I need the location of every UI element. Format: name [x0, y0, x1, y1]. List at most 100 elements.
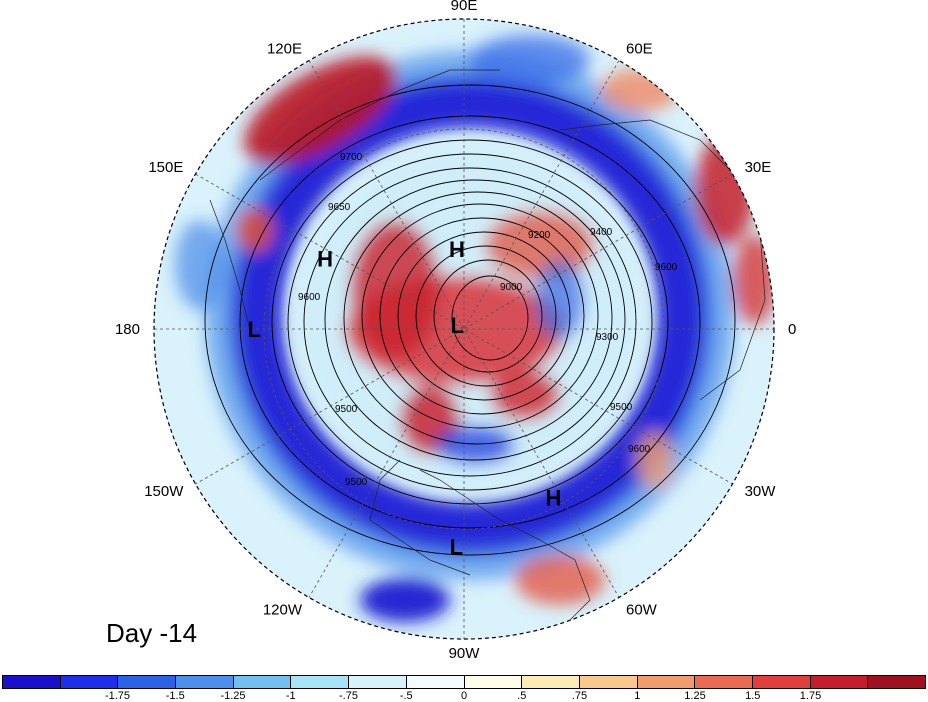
colorbar-cell	[118, 676, 177, 688]
longitude-label: 60W	[626, 602, 658, 619]
height-contour	[397, 231, 571, 401]
colorbar-label: 1	[634, 690, 641, 702]
colorbar-cell	[233, 676, 292, 688]
colorbar-cell	[3, 676, 61, 688]
longitude-label: 150E	[148, 159, 183, 176]
contour-lines	[204, 84, 736, 556]
height-contour	[379, 217, 585, 415]
coastline	[259, 69, 500, 181]
colorbar-cell	[349, 676, 407, 688]
longitude-label: 180	[115, 321, 140, 338]
height-contour	[204, 84, 736, 556]
high-pressure-marker: H	[317, 246, 333, 271]
coastline	[369, 459, 471, 576]
longitude-label: 90E	[451, 0, 478, 14]
colorbar-cell	[291, 676, 350, 688]
colorbar-label: -1	[285, 690, 296, 702]
meridian	[195, 173, 733, 485]
height-contour	[343, 191, 613, 445]
longitude-label: 120E	[267, 40, 302, 57]
colorbar-label: .75	[571, 690, 588, 702]
contour-label: 9600	[628, 444, 651, 455]
colorbar-label: -.75	[339, 690, 358, 702]
colorbar-cell	[810, 676, 869, 688]
colorbar-label: 1.5	[745, 690, 761, 702]
longitude-label: 120W	[263, 602, 303, 619]
meridian	[308, 60, 620, 598]
height-contour	[287, 153, 653, 491]
height-contour	[324, 179, 626, 461]
longitude-label: 30W	[745, 483, 777, 500]
coastline	[209, 199, 251, 331]
colorbar-label: .5	[517, 690, 527, 702]
colorbar-label: 1.25	[684, 690, 706, 702]
contour-label: 9400	[590, 227, 613, 238]
colorbar-cell	[176, 676, 234, 688]
anomaly-patch	[485, 210, 595, 280]
anomaly-patch	[237, 208, 273, 252]
colorbar-label: -1.5	[165, 690, 185, 702]
high-pressure-marker: H	[449, 237, 465, 262]
height-contour	[433, 259, 543, 373]
contour-label: 9200	[528, 230, 551, 241]
anomaly-patch	[535, 260, 585, 340]
colorbar-label: -.5	[399, 690, 413, 702]
contour-label: 9700	[340, 152, 363, 163]
anomaly-patch	[600, 68, 680, 112]
ring-halo	[205, 50, 735, 580]
colorbar-label: -1.75	[104, 690, 131, 702]
height-contour	[303, 167, 637, 477]
pressure-centers: H H L L H L	[248, 237, 562, 559]
colorbar-cell	[522, 676, 580, 688]
colorbar-label: -1.25	[220, 690, 246, 702]
colorbar-label: 0	[460, 690, 468, 702]
height-contour	[415, 245, 557, 387]
map-border	[153, 18, 775, 640]
longitude-label: 60E	[626, 40, 653, 57]
anomaly-patch	[637, 432, 673, 488]
contour-label: 9000	[500, 282, 523, 293]
colorbar-cell	[868, 676, 925, 688]
contour-label: 9650	[328, 202, 351, 213]
contour-label: 9600	[655, 262, 678, 273]
longitude-label: 30E	[745, 159, 772, 176]
height-contour	[239, 115, 701, 529]
meridian	[308, 60, 620, 598]
contour-labels: 9700 9650 9600 9500 9400 9200 9000 9300 9500 9600…	[298, 152, 678, 488]
anomaly-patch	[350, 220, 440, 360]
colorbar-cell	[406, 676, 465, 688]
colorbar-cell	[60, 676, 119, 688]
colorbar	[2, 675, 926, 689]
low-pressure-marker: L	[450, 534, 463, 559]
colorbar-cell	[637, 676, 696, 688]
height-contour	[451, 275, 529, 361]
contour-label: 9500	[335, 404, 358, 415]
colorbar-label: 1.75	[799, 690, 822, 702]
anomaly-patch	[515, 555, 605, 605]
contour-label: 9500	[610, 402, 633, 413]
colorbar-cell	[752, 676, 811, 688]
anomaly-patch	[175, 220, 225, 310]
longitude-label: 0	[788, 321, 796, 338]
meridian	[195, 173, 733, 485]
anomaly-patch	[435, 425, 515, 465]
anomaly-patch	[243, 56, 397, 164]
colorbar-labels: -1.75 -1.5 -1.25 -1 -.75 -.5 0 .5 .75 1 1.25 1.5 1.7…	[0, 690, 928, 702]
high-pressure-marker: H	[546, 485, 562, 510]
longitude-label: 90W	[449, 645, 481, 662]
height-contour	[361, 203, 599, 429]
longitude-label: 150W	[144, 483, 184, 500]
contour-label: 9300	[596, 332, 619, 343]
anomaly-patch	[360, 578, 450, 622]
contour-label: 9600	[298, 292, 321, 303]
grid-lines	[154, 19, 774, 639]
anomaly-patch	[470, 35, 590, 85]
colorbar-cell	[695, 676, 753, 688]
low-pressure-marker: L	[248, 317, 261, 342]
outer-negative-ring	[227, 72, 713, 558]
coastline	[419, 469, 591, 631]
day-label: Day -14	[106, 618, 198, 648]
height-contour	[271, 139, 669, 505]
low-pressure-marker: L	[450, 313, 463, 338]
